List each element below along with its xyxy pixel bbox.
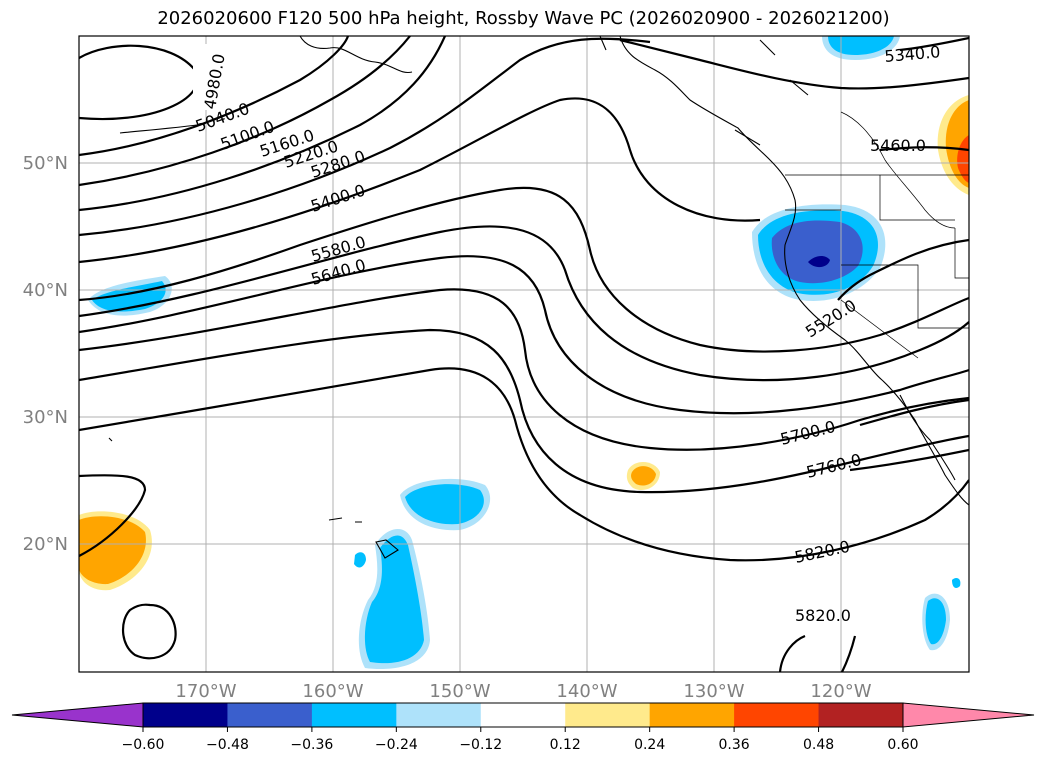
- lon-label: 160°W: [302, 681, 363, 702]
- contour-line: [79, 367, 969, 562]
- colorbar-tick-label: −0.24: [375, 737, 418, 753]
- height-contours: [79, 36, 969, 672]
- anomaly-positive: [631, 466, 656, 486]
- colorbar-ticks: −0.60 −0.48 −0.36 −0.24 −0.12 0.12 0.24 0.36 0.4…: [122, 727, 919, 753]
- anomaly-negative: [364, 535, 424, 664]
- contour-line: [79, 255, 969, 415]
- contour-line: [79, 97, 761, 264]
- contour-line: [837, 238, 969, 301]
- contour-line: [879, 146, 969, 152]
- contour-line: [79, 36, 350, 157]
- colorbar-segment: [649, 703, 735, 727]
- contour-line: [79, 36, 447, 212]
- anomaly-negative: [808, 256, 830, 268]
- anomaly-positive: [79, 516, 146, 585]
- colorbar-segment: [818, 703, 904, 727]
- colorbar-tick-label: −0.60: [122, 737, 165, 753]
- colorbar-segment: [903, 703, 1034, 727]
- contour-line: [79, 474, 147, 557]
- lon-label: 120°W: [810, 681, 871, 702]
- anomaly-negative: [828, 36, 894, 55]
- colorbar-tick-label: −0.36: [290, 737, 333, 753]
- anomaly-negative: [405, 484, 484, 525]
- map-area: 4980.0 5040.0 5100.0 5160.0 5220.0 5280.…: [79, 36, 969, 672]
- colorbar-tick-label: 0.36: [719, 737, 750, 753]
- lat-label: 40°N: [23, 280, 68, 301]
- lat-label: 30°N: [23, 407, 68, 428]
- lon-label: 130°W: [683, 681, 744, 702]
- anomaly-negative: [771, 220, 863, 284]
- colorbar-tick-label: 0.60: [887, 737, 918, 753]
- contour-line: [841, 635, 857, 672]
- colorbar-segment: [734, 703, 820, 727]
- contour-label: 5340.0: [884, 42, 941, 66]
- contour-line: [619, 38, 969, 90]
- contour-label: 5820.0: [795, 606, 851, 625]
- colorbar-segment: [480, 703, 566, 727]
- contour-line: [79, 37, 651, 237]
- lat-label: 50°N: [23, 153, 68, 174]
- contour-line: [899, 36, 969, 52]
- colorbar-tick-label: −0.48: [206, 737, 249, 753]
- lon-label: 150°W: [429, 681, 490, 702]
- contour-line: [79, 186, 969, 353]
- colorbar-segment: [227, 703, 313, 727]
- anomaly-positive: [957, 135, 969, 183]
- colorbar-tick-label: 0.48: [803, 737, 834, 753]
- contour-line: [849, 448, 969, 472]
- contour-line: [79, 328, 969, 494]
- axis-labels: 50°N 40°N 30°N 20°N 170°W 160°W 150°W 14…: [23, 153, 872, 702]
- contour-label: 5460.0: [870, 136, 926, 155]
- colorbar-segment: [143, 703, 228, 727]
- chart-title: 2026020600 F120 500 hPa height, Rossby W…: [157, 8, 890, 29]
- contour-line: [778, 634, 806, 672]
- anomaly-negative: [952, 578, 961, 588]
- map-background: [79, 36, 969, 672]
- contour-line: [79, 36, 411, 187]
- colorbar-segment: [396, 703, 482, 727]
- colorbar-segment: [12, 703, 143, 727]
- lat-label: 20°N: [23, 534, 68, 555]
- lon-label: 170°W: [175, 681, 236, 702]
- shaded-anomalies: [79, 36, 969, 670]
- lon-label: 140°W: [556, 681, 617, 702]
- colorbar: −0.60 −0.48 −0.36 −0.24 −0.12 0.12 0.24 0.36 0.4…: [11, 702, 1035, 753]
- contour-line: [79, 225, 969, 382]
- colorbar-segments: [12, 703, 1034, 727]
- colorbar-segment: [311, 703, 397, 727]
- colorbar-frame: [142, 702, 904, 728]
- anomaly-negative: [925, 598, 946, 645]
- contour-line: [859, 398, 969, 427]
- map-frame: [78, 35, 970, 673]
- colorbar-segment: [565, 703, 651, 727]
- contour-line: [79, 288, 969, 451]
- borders: [785, 111, 969, 359]
- colorbar-tick-label: −0.12: [459, 737, 502, 753]
- contour-line: [122, 603, 177, 660]
- colorbar-tick-label: 0.12: [550, 737, 581, 753]
- anomaly-negative: [354, 552, 366, 568]
- colorbar-tick-label: 0.24: [634, 737, 665, 753]
